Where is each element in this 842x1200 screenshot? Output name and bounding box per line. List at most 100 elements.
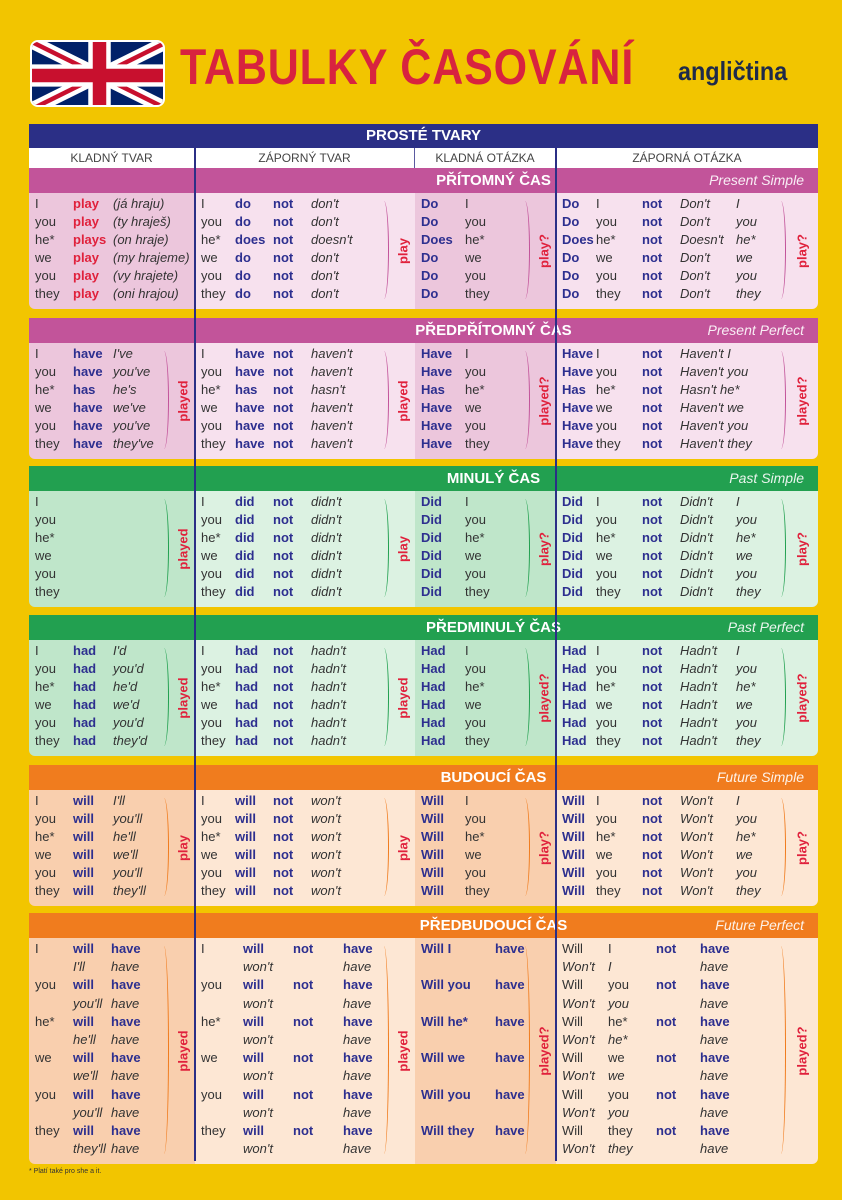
bracket-icon xyxy=(776,201,786,299)
word-cell: not xyxy=(273,661,294,676)
word-cell: we xyxy=(608,1050,625,1066)
word-cell: not xyxy=(642,865,663,880)
word-cell: Will xyxy=(562,1050,583,1066)
page-title: TABULKY ČASOVÁNÍ xyxy=(180,39,635,95)
word-cell: Have xyxy=(562,418,594,433)
bracket-label: played xyxy=(175,1030,191,1072)
bracket-label: play xyxy=(395,535,411,563)
word-cell: had xyxy=(73,679,97,694)
word-cell: have xyxy=(111,1141,140,1157)
word-cell: not xyxy=(642,364,663,379)
word-cell: not xyxy=(642,584,663,599)
table-row xyxy=(421,1140,556,1158)
word-cell: they'd xyxy=(113,733,148,748)
word-cell: not xyxy=(656,1050,677,1066)
word-cell: you xyxy=(35,418,56,433)
word-cell: they xyxy=(201,883,226,898)
table-row: you will not won't xyxy=(201,864,415,882)
word-cell: he* xyxy=(608,1013,628,1029)
word-cell: Won't xyxy=(562,1031,595,1047)
word-cell: Do xyxy=(562,286,580,301)
word-cell: have xyxy=(343,1086,373,1102)
table-row: won't have xyxy=(201,1104,415,1122)
bracket-icon xyxy=(776,351,786,449)
word-cell: you xyxy=(736,214,757,229)
word-cell: will xyxy=(243,1122,264,1138)
word-cell: will xyxy=(73,941,94,956)
word-cell: you xyxy=(465,661,486,676)
word-cell: do xyxy=(235,268,251,283)
word-cell xyxy=(421,1104,495,1122)
table-row xyxy=(421,1104,556,1122)
word-cell: they xyxy=(35,883,60,898)
table-row: Will you have xyxy=(421,1086,556,1104)
column-headers: KLADNÝ TVAR ZÁPORNÝ TVAR KLADNÁ OTÁZKA Z… xyxy=(29,148,818,168)
table-row: they will not won't xyxy=(201,882,415,900)
word-cell: have xyxy=(495,1086,525,1102)
word-cell: have xyxy=(700,1122,730,1138)
table-row: Will you not Won't you xyxy=(562,864,818,882)
table-row: Had you not Hadn't you xyxy=(562,714,818,732)
word-cell: have xyxy=(111,1013,141,1029)
word-cell: Hadn't xyxy=(680,661,718,676)
table-row: he* has he's xyxy=(35,381,195,399)
word-cell: do xyxy=(235,286,251,301)
word-cell: will xyxy=(73,977,94,993)
table-row: Had he* xyxy=(421,678,556,696)
word-cell: not xyxy=(273,400,294,415)
word-cell: you xyxy=(596,214,617,229)
table-row: Did he* xyxy=(421,529,556,547)
word-cell: you xyxy=(465,715,486,730)
word-cell: they xyxy=(35,1122,60,1138)
table-row: Has he* xyxy=(421,381,556,399)
col-header-negative: ZÁPORNÝ TVAR xyxy=(195,148,415,168)
word-cell: did xyxy=(235,566,255,581)
word-cell: we xyxy=(35,250,52,265)
word-cell: I xyxy=(35,494,39,509)
word-cell: I xyxy=(201,346,205,361)
word-cell: you xyxy=(201,715,222,730)
table-row: Will you not have xyxy=(562,1086,818,1104)
word-cell: you xyxy=(465,865,486,880)
word-cell: had xyxy=(73,697,97,712)
word-cell: you xyxy=(736,268,757,283)
word-cell: I xyxy=(736,643,740,658)
word-cell: you xyxy=(736,715,757,730)
table-row: we had we'd xyxy=(35,696,195,714)
conjugation-column: Had I Had you Had he* Had we Had you Had they played… xyxy=(415,640,556,756)
word-cell: have xyxy=(111,941,141,956)
table-row: you did not didn't xyxy=(201,565,415,583)
word-cell: have xyxy=(235,436,265,451)
word-cell: I xyxy=(35,643,39,658)
word-cell: Will xyxy=(562,883,585,898)
word-cell: not xyxy=(642,196,663,211)
word-cell: don't xyxy=(311,250,339,265)
word-cell: won't xyxy=(311,847,341,862)
word-cell: not xyxy=(273,643,294,658)
word-cell: won't xyxy=(311,883,341,898)
bracket-icon xyxy=(159,648,169,746)
word-cell: hadn't xyxy=(311,679,347,694)
word-cell: Won't xyxy=(562,995,595,1011)
word-cell: Will xyxy=(562,793,585,808)
word-cell: have xyxy=(700,1104,729,1120)
table-row: we have not haven't xyxy=(201,399,415,417)
word-cell: they xyxy=(736,286,761,301)
table-row: you had not hadn't xyxy=(201,660,415,678)
word-cell: Will xyxy=(421,829,444,844)
table-row: Will he* not Won't he* xyxy=(562,828,818,846)
table-row: Did they xyxy=(421,583,556,601)
word-cell: he* xyxy=(201,679,221,694)
table-row: they will not have xyxy=(201,1122,415,1140)
table-row: you play (vy hrajete) xyxy=(35,267,195,285)
section-english-name: Present Simple xyxy=(709,172,804,188)
table-row: Did they not Didn't they xyxy=(562,583,818,601)
word-cell: play xyxy=(73,196,100,211)
col-header-negative-question: ZÁPORNÁ OTÁZKA xyxy=(632,151,742,165)
word-cell: Had xyxy=(562,679,587,694)
word-cell: Hadn't xyxy=(680,715,718,730)
